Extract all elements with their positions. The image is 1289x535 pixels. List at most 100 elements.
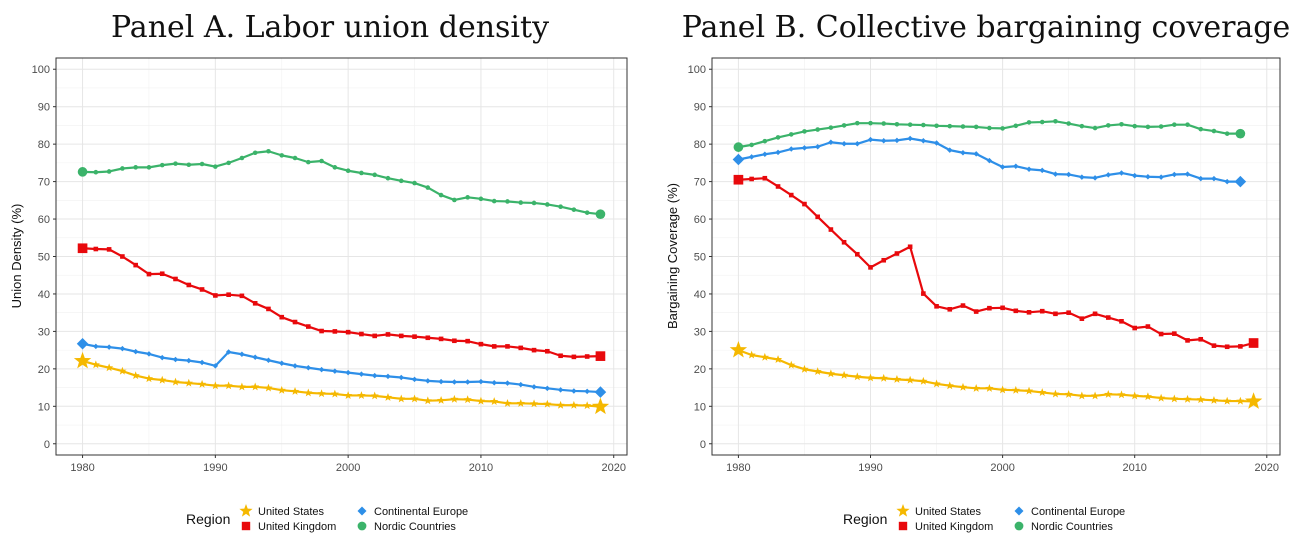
panel-a-x-tick-label: 1990 [203, 462, 227, 474]
panel-b-point-nordic-countries [1235, 128, 1246, 139]
panel-b-point-united-states [1209, 395, 1219, 404]
panel-a-point-united-states [583, 401, 592, 410]
panel-a-point-continental-europe [119, 345, 126, 352]
panel-b-point-united-states [1038, 388, 1047, 396]
panel-a-point-united-states [317, 389, 326, 398]
panel-a-point-nordic-countries [465, 195, 470, 200]
panel-b-series-united-states [729, 341, 1263, 409]
panel-b-y-tick-label: 70 [694, 177, 706, 189]
panel-a-point-nordic-countries [505, 199, 510, 204]
panel-b-point-nordic-countries [1224, 131, 1230, 136]
panel-a-point-united-kingdom [266, 306, 271, 312]
panel-a-point-united-kingdom [359, 331, 364, 337]
panel-b-point-nordic-countries [815, 127, 820, 132]
panel-b-point-continental-europe [986, 157, 993, 164]
panel-a-point-united-states [543, 399, 552, 408]
panel-a-point-nordic-countries [213, 164, 218, 169]
panel-b-point-united-kingdom [947, 307, 953, 312]
panel-a-point-continental-europe [398, 374, 405, 381]
panel-a-y-axis-label: Union Density (%) [9, 204, 24, 309]
panel-a-point-continental-europe [438, 378, 444, 385]
panel-a-point-united-states [423, 396, 432, 405]
panel-b-point-united-states [729, 341, 748, 358]
panel-a-y-tick-label: 40 [38, 289, 50, 301]
panel-b-point-united-states [985, 383, 994, 392]
panel-a-point-nordic-countries [595, 209, 606, 220]
panel-b-point-nordic-countries [868, 120, 873, 126]
panel-a-point-continental-europe [571, 388, 577, 394]
panel-a-point-united-kingdom [146, 271, 152, 277]
panel-b-point-continental-europe [1171, 171, 1178, 178]
panel-a-point-continental-europe [504, 380, 511, 386]
panel-a-point-united-kingdom [213, 293, 218, 298]
panel-a-point-continental-europe [332, 368, 338, 374]
panel-b-y-tick-label: 40 [694, 289, 706, 301]
panel-b-point-united-kingdom [1000, 305, 1005, 311]
panel-a-point-continental-europe [186, 357, 192, 364]
panel-b-point-continental-europe [788, 146, 795, 152]
panel-b-point-continental-europe [854, 141, 861, 147]
panel-b-point-nordic-countries [775, 135, 781, 140]
panel-b-point-united-states [1223, 396, 1232, 405]
panel-b-point-continental-europe [999, 164, 1006, 170]
panel-b-point-united-states [813, 367, 822, 375]
panel-a-point-united-states [131, 371, 140, 380]
panel-a-point-united-kingdom [385, 332, 391, 337]
panel-b-point-united-kingdom [1092, 311, 1098, 317]
panel-b-line-united-kingdom [738, 177, 1254, 348]
panel-b-point-continental-europe [748, 154, 755, 160]
panel-b-y-tick-label: 0 [700, 439, 706, 451]
panel-b-y-tick-label: 100 [688, 64, 706, 76]
panel-b-point-nordic-countries [1079, 123, 1085, 129]
panel-a-point-nordic-countries [133, 165, 138, 170]
panel-b-point-united-kingdom [841, 239, 847, 245]
panel-a-point-united-states [277, 385, 286, 394]
panel-b-point-united-states [919, 376, 928, 385]
panel-b-point-united-kingdom [907, 244, 913, 250]
panel-b-point-nordic-countries [907, 122, 913, 127]
panel-b-point-united-kingdom [973, 309, 979, 314]
panel-a-point-united-kingdom [252, 301, 258, 306]
panel-a-point-continental-europe [385, 373, 391, 380]
panel-b-point-united-states [1077, 391, 1086, 400]
panel-a-point-nordic-countries [106, 169, 112, 174]
panel-a-y-tick-label: 80 [38, 139, 50, 151]
panel-a-point-united-kingdom [306, 324, 311, 329]
panel-a-point-nordic-countries [159, 162, 165, 168]
panel-a-point-continental-europe [265, 357, 272, 363]
panel-b-point-united-states [1090, 391, 1100, 400]
panel-b-point-united-states [1024, 386, 1034, 395]
panel-a-point-united-states [118, 366, 127, 375]
panel-b-point-continental-europe [814, 144, 821, 150]
panel-a-point-united-kingdom [345, 329, 351, 335]
panel-b-point-continental-europe [1013, 163, 1019, 169]
panel-b-point-united-kingdom [1079, 316, 1085, 321]
panel-a-point-united-states [503, 398, 512, 407]
panel-b-point-nordic-countries [733, 142, 744, 152]
panel-b-y-tick-label: 50 [694, 252, 706, 264]
panel-a-legend-key-united-kingdom [241, 521, 251, 531]
panel-a-point-nordic-countries [372, 172, 377, 178]
panel-a-series-united-kingdom [77, 243, 606, 361]
panel-a-y-tick-label: 90 [38, 102, 50, 114]
panel-b-point-united-kingdom [733, 174, 744, 185]
panel-a-point-nordic-countries [186, 162, 192, 168]
panel-a-legend-label-nordic-countries: Nordic Countries [374, 521, 456, 533]
panel-a-x-tick-label: 1980 [70, 462, 94, 474]
panel-a-point-united-kingdom [279, 314, 285, 320]
panel-a-legend-key-continental-europe [357, 506, 367, 516]
panel-b-point-united-kingdom [1105, 315, 1111, 320]
panel-b-point-continental-europe [1184, 171, 1191, 177]
panel-a-point-continental-europe [212, 363, 219, 369]
panel-b-point-continental-europe [1145, 173, 1151, 180]
panel-b-point-united-states [866, 373, 875, 382]
panel-b-point-continental-europe [973, 151, 979, 157]
panel-b-point-united-kingdom [749, 176, 754, 182]
panel-b-point-united-states [760, 352, 769, 361]
panel-b-point-united-kingdom [1198, 336, 1204, 342]
panel-b-series [729, 118, 1263, 409]
panel-b-point-continental-europe [1224, 178, 1230, 185]
panel-b-legend-label-united-kingdom: United Kingdom [915, 521, 993, 533]
panel-b-point-nordic-countries [1198, 126, 1204, 132]
panel-a-point-united-states [104, 363, 114, 372]
